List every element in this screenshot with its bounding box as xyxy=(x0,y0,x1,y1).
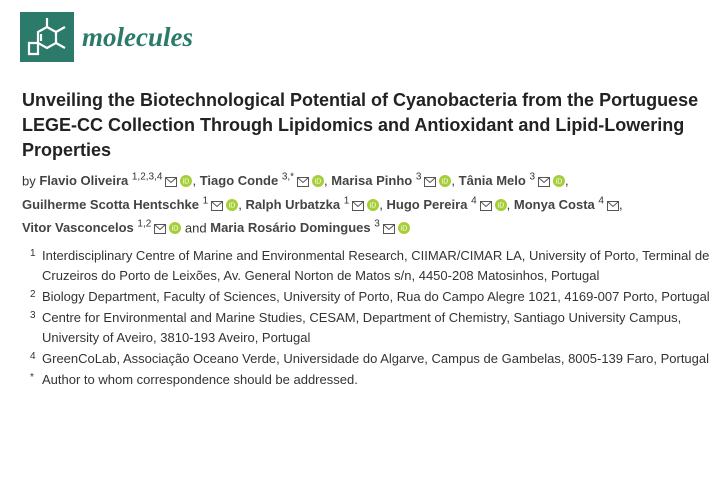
author-affiliation: 1 xyxy=(202,195,209,207)
author-name: Marisa Pinho xyxy=(331,173,413,189)
affiliation: * Author to whom correspondence should be… xyxy=(22,370,712,390)
author-affiliation: 4 xyxy=(598,195,604,207)
orcid-icon[interactable]: iD xyxy=(439,175,452,188)
author: Ralph Urbatzka 1 iD, xyxy=(245,195,383,212)
email-icon[interactable] xyxy=(211,200,224,211)
affiliation-list: 1 Interdisciplinary Centre of Marine and … xyxy=(22,246,712,391)
affiliation-number: 2 xyxy=(30,289,36,300)
author-name: Monya Costa xyxy=(513,196,595,212)
author-affiliation: 1,2 xyxy=(137,218,152,230)
orcid-icon[interactable]: iD xyxy=(367,198,380,211)
separator: , xyxy=(618,196,623,212)
author-name: Maria Rosário Domingues xyxy=(210,219,371,235)
email-icon[interactable] xyxy=(297,177,310,188)
by-word: by xyxy=(22,173,36,189)
separator: , xyxy=(451,173,456,189)
affiliation-text: Author to whom correspondence should be … xyxy=(42,372,358,387)
orcid-icon[interactable]: iD xyxy=(312,175,325,188)
svg-text:iD: iD xyxy=(401,225,408,232)
orcid-icon[interactable]: iD xyxy=(226,198,239,211)
orcid-icon[interactable]: iD xyxy=(553,175,566,188)
affiliation-text: Centre for Environmental and Marine Stud… xyxy=(42,310,682,345)
orcid-icon[interactable]: iD xyxy=(180,175,193,188)
author: Flavio Oliveira 1,2,3,4 iD, xyxy=(39,172,197,189)
article-title: Unveiling the Biotechnological Potential… xyxy=(22,90,699,160)
author-list: by Flavio Oliveira 1,2,3,4 iD, Tiago Cond… xyxy=(22,168,712,238)
author-affiliation: 3 xyxy=(529,172,536,183)
author-affiliation: 3,* xyxy=(281,172,295,183)
orcid-icon[interactable]: iD xyxy=(397,221,410,234)
email-icon[interactable] xyxy=(424,177,437,188)
email-icon[interactable] xyxy=(154,223,167,234)
orcid-icon[interactable]: iD xyxy=(169,221,182,234)
author-name: Vitor Vasconcelos xyxy=(22,219,134,235)
svg-text:iD: iD xyxy=(183,179,190,186)
author: Hugo Pereira 4 iD, xyxy=(386,195,511,212)
svg-text:iD: iD xyxy=(442,179,449,186)
affiliation: 3 Centre for Environmental and Marine Stu… xyxy=(22,308,712,348)
affiliation-number: * xyxy=(30,372,34,383)
author-name: Tiago Conde xyxy=(199,173,279,189)
author: Tiago Conde 3,* iD, xyxy=(199,172,328,189)
author-name: Flavio Oliveira xyxy=(39,173,129,189)
affiliation-text: Biology Department, Faculty of Sciences,… xyxy=(42,289,710,304)
author-name: Tânia Melo xyxy=(458,173,526,189)
separator: , xyxy=(238,196,242,212)
author: Guilherme Scotta Hentschke 1 iD, xyxy=(22,195,242,212)
author: Marisa Pinho 3 iD, xyxy=(331,172,456,189)
email-icon[interactable] xyxy=(165,177,178,188)
author-affiliation: 4 xyxy=(471,195,477,207)
affiliation: 2 Biology Department, Faculty of Sciences… xyxy=(22,287,712,307)
author-affiliation: 3 xyxy=(374,218,380,230)
svg-text:iD: iD xyxy=(172,225,179,232)
affiliation-number: 4 xyxy=(30,351,36,362)
email-icon[interactable] xyxy=(352,200,365,211)
author: Maria Rosário Domingues 3 iD xyxy=(210,218,410,235)
affiliation-text: Interdisciplinary Centre of Marine and E… xyxy=(42,248,710,283)
separator: , xyxy=(565,173,569,189)
affiliation-number: 3 xyxy=(30,310,36,321)
and-word: and xyxy=(184,219,207,235)
author: Monya Costa 4, xyxy=(513,195,623,212)
affiliation-text: GreenCoLab, Associação Oceano Verde, Uni… xyxy=(42,351,710,366)
separator: , xyxy=(324,173,328,189)
author-affiliation: 1 xyxy=(343,195,350,207)
svg-text:iD: iD xyxy=(229,202,236,209)
author: Vitor Vasconcelos 1,2 iD xyxy=(22,218,182,235)
author-name: Hugo Pereira xyxy=(386,196,468,212)
email-icon[interactable] xyxy=(382,223,395,234)
affiliation-number: 1 xyxy=(30,248,36,259)
journal-name: molecules xyxy=(82,22,193,52)
svg-text:iD: iD xyxy=(556,179,563,186)
email-icon[interactable] xyxy=(538,177,551,188)
journal-logo xyxy=(20,12,74,62)
author-name: Guilherme Scotta Hentschke xyxy=(22,196,199,212)
separator: , xyxy=(192,173,197,189)
affiliation: 4 GreenCoLab, Associação Oceano Verde, Un… xyxy=(22,349,712,369)
author: Tânia Melo 3 iD, xyxy=(458,172,569,189)
affiliation: 1 Interdisciplinary Centre of Marine and … xyxy=(22,246,712,286)
author-affiliation: 1,2,3,4 xyxy=(131,172,163,183)
svg-text:iD: iD xyxy=(497,202,504,209)
email-icon[interactable] xyxy=(606,200,619,211)
svg-text:iD: iD xyxy=(370,202,377,209)
author-affiliation: 3 xyxy=(415,172,422,183)
email-icon[interactable] xyxy=(479,200,492,211)
orcid-icon[interactable]: iD xyxy=(494,198,507,211)
svg-text:iD: iD xyxy=(315,179,322,186)
separator: , xyxy=(506,196,511,212)
author-name: Ralph Urbatzka xyxy=(245,196,341,212)
separator: , xyxy=(379,196,383,212)
